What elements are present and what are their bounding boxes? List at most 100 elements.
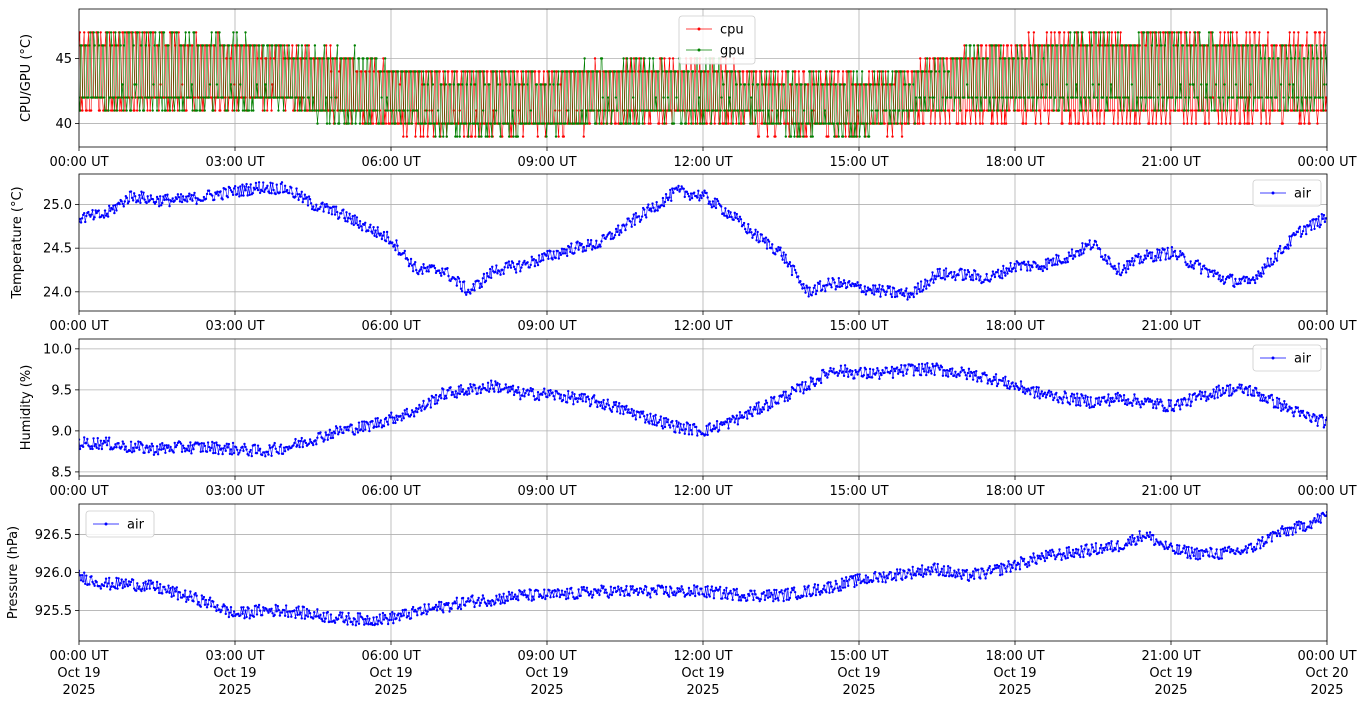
- data-point: [457, 385, 461, 388]
- data-point: [1002, 264, 1005, 268]
- data-point: [548, 83, 552, 86]
- data-point: [442, 70, 445, 73]
- data-point: [1227, 276, 1231, 279]
- data-point: [635, 122, 638, 125]
- data-point: [1076, 31, 1080, 34]
- data-point: [188, 192, 191, 195]
- data-point: [345, 211, 348, 214]
- data-point: [996, 122, 999, 125]
- data-point: [181, 444, 185, 447]
- data-point: [303, 439, 307, 442]
- data-point: [1104, 109, 1108, 112]
- data-point: [1282, 96, 1285, 99]
- data-point: [830, 286, 833, 289]
- data-point: [1065, 256, 1068, 260]
- data-point: [1034, 122, 1037, 125]
- data-point: [471, 390, 474, 393]
- data-point: [1190, 265, 1193, 269]
- data-point: [447, 70, 450, 73]
- data-point: [1201, 109, 1205, 112]
- data-point: [1035, 109, 1038, 112]
- data-point: [639, 410, 643, 413]
- data-point: [1077, 122, 1081, 125]
- data-point: [917, 109, 920, 112]
- data-point: [1315, 44, 1318, 47]
- data-point: [733, 421, 736, 424]
- data-point: [1298, 44, 1302, 47]
- data-point: [254, 181, 258, 185]
- data-point: [1102, 31, 1106, 34]
- data-point: [1010, 44, 1013, 47]
- x-tick-label: 03:00 UT: [205, 319, 264, 334]
- data-point: [876, 366, 879, 370]
- data-point: [96, 96, 99, 99]
- data-point: [574, 70, 578, 73]
- data-point: [682, 423, 685, 426]
- data-point: [901, 293, 904, 297]
- data-point: [106, 31, 109, 34]
- data-point: [555, 390, 558, 393]
- data-point: [585, 109, 588, 112]
- data-point: [1204, 122, 1207, 125]
- data-point: [688, 423, 692, 427]
- data-point: [1246, 281, 1250, 285]
- data-point: [756, 83, 760, 86]
- data-point: [485, 272, 489, 275]
- data-point: [1079, 96, 1082, 99]
- data-point: [453, 70, 456, 73]
- data-point: [373, 425, 376, 428]
- data-point: [503, 266, 506, 269]
- data-point: [954, 278, 957, 282]
- data-point: [578, 241, 581, 245]
- data-point: [532, 257, 536, 261]
- data-point: [1012, 57, 1016, 60]
- data-point: [671, 187, 674, 190]
- data-point: [692, 422, 696, 426]
- data-point: [81, 445, 85, 449]
- data-point: [1222, 109, 1225, 112]
- data-point: [664, 416, 668, 420]
- data-point: [1116, 122, 1120, 125]
- data-point: [538, 70, 541, 73]
- data-point: [229, 83, 232, 86]
- data-point: [863, 285, 867, 288]
- data-point: [945, 57, 949, 60]
- data-point: [1234, 83, 1238, 86]
- data-point: [1194, 44, 1198, 47]
- data-point: [368, 226, 371, 229]
- data-point: [746, 109, 749, 112]
- data-point: [1234, 277, 1237, 281]
- data-point: [455, 396, 459, 399]
- data-point: [874, 109, 878, 112]
- data-point: [1322, 109, 1325, 112]
- data-point: [880, 373, 883, 377]
- data-point: [399, 414, 402, 418]
- data-point: [1101, 44, 1104, 47]
- data-point: [206, 44, 209, 47]
- data-point: [164, 109, 167, 112]
- data-point: [394, 421, 397, 425]
- data-point: [394, 122, 397, 125]
- data-point: [553, 122, 557, 125]
- data-point: [1146, 254, 1150, 258]
- data-point: [308, 109, 311, 112]
- data-point: [182, 109, 186, 112]
- data-point: [258, 447, 262, 451]
- data-point: [96, 437, 99, 440]
- data-point: [1095, 31, 1098, 34]
- data-point: [600, 400, 603, 404]
- data-point: [453, 395, 456, 399]
- data-point: [629, 122, 632, 125]
- data-point: [327, 211, 331, 215]
- data-point: [915, 109, 918, 112]
- data-point: [1092, 243, 1096, 246]
- data-point: [109, 31, 113, 34]
- data-point: [1221, 275, 1225, 278]
- data-point: [982, 57, 985, 60]
- data-point: [249, 183, 252, 186]
- data-point: [748, 231, 751, 234]
- data-point: [1315, 109, 1318, 112]
- data-point: [84, 220, 87, 224]
- data-point: [867, 375, 871, 379]
- data-point: [219, 190, 222, 193]
